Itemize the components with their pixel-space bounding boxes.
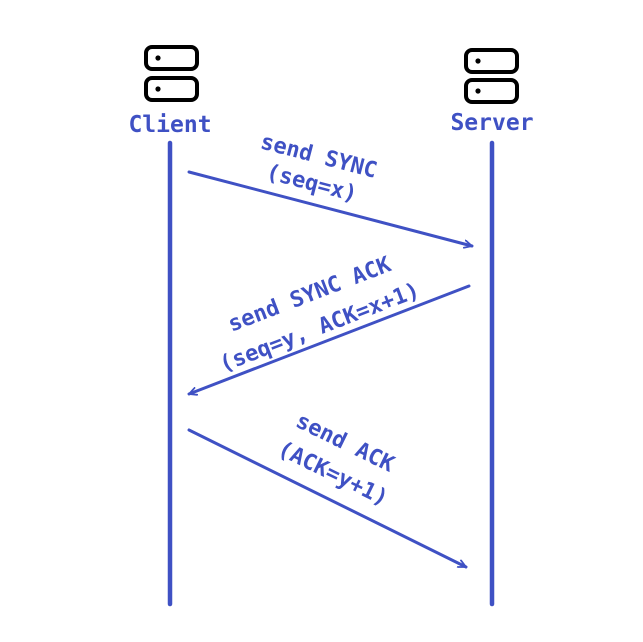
server-server-icon: [464, 48, 519, 104]
client-label: Client: [128, 112, 211, 138]
message-arrow-1: [187, 170, 474, 246]
message-arrow-2: [187, 284, 471, 394]
client-server-icon: [144, 45, 199, 102]
message-arrow-3: [187, 428, 468, 569]
server-label: Server: [450, 110, 533, 136]
